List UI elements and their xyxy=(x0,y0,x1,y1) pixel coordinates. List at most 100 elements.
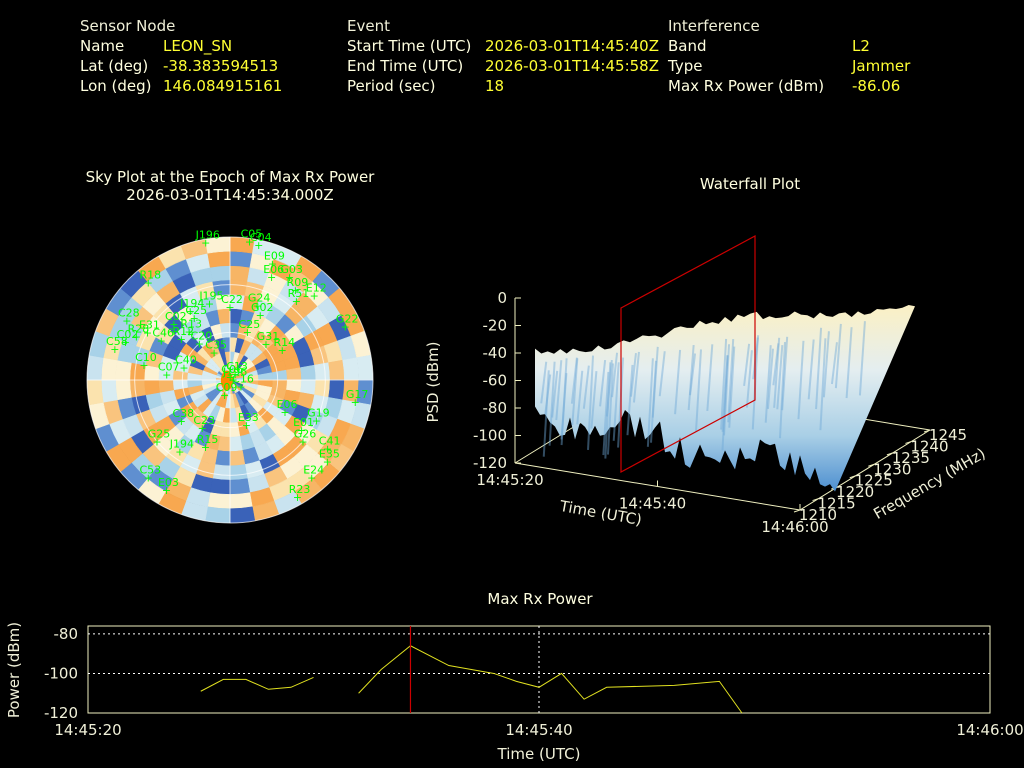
satellite-e12: +E12 xyxy=(306,282,327,303)
satellite-marker: + xyxy=(310,290,319,303)
satellite-marker: + xyxy=(341,320,350,333)
satellite-label: G25 xyxy=(148,427,171,440)
sensor-row-lat: Lat (deg) -38.383594513 xyxy=(80,56,282,76)
psd-surface-streak xyxy=(752,335,760,380)
sky-cell xyxy=(101,357,118,381)
satellite-marker: + xyxy=(268,258,277,271)
sky-cell xyxy=(129,379,146,398)
satellite-label: E06 xyxy=(263,263,284,276)
satellite-g22: +G22 xyxy=(336,312,359,333)
psd-surface-streak xyxy=(689,353,697,396)
psd-surface-streak xyxy=(651,346,659,418)
power-plot-frame xyxy=(87,625,991,714)
psd-surface-streak xyxy=(605,359,613,417)
sky-cell xyxy=(328,359,345,381)
satellite-label: C46 xyxy=(152,326,174,339)
satellite-label: C16 xyxy=(232,372,254,385)
satellite-label: J196 xyxy=(195,228,220,241)
sky-cell xyxy=(229,464,248,481)
psd-surface-streak xyxy=(706,344,714,412)
satellite-marker: + xyxy=(195,337,204,350)
sky-plot: +C06+C13+J196+C16+C09+C05+C04+J196+E09+E… xyxy=(86,228,374,524)
satellite-label: C02 xyxy=(165,310,187,323)
satellite-label: C23 xyxy=(193,414,215,427)
satellite-marker: + xyxy=(230,368,239,381)
psd-surface-streak xyxy=(797,340,805,420)
satellite-e01: +E01 xyxy=(293,416,314,437)
satellite-e31: +E31 xyxy=(139,318,160,339)
psd-surface-streak xyxy=(626,364,634,436)
psd-tick-label: -60 xyxy=(483,372,508,390)
value: L2 xyxy=(852,37,870,55)
power-title: Max Rx Power xyxy=(487,590,593,608)
interference-heading: Interference xyxy=(668,17,760,35)
satellite-c13: +C13 xyxy=(226,360,248,381)
satellite-c25: +C25 xyxy=(185,304,207,325)
satellite-marker: + xyxy=(210,346,219,359)
psd-surface-streak xyxy=(555,360,563,421)
psd-surface-streak xyxy=(560,373,568,440)
freq-tick-label: 1215 xyxy=(817,495,855,513)
psd-surface-streak xyxy=(822,331,830,398)
max-epoch-plane xyxy=(620,234,756,474)
satellite-marker: + xyxy=(280,406,289,419)
satellite-marker: + xyxy=(179,362,188,375)
satellite-label: J194 xyxy=(169,438,194,451)
satellite-e24: +E24 xyxy=(303,463,324,484)
satellite-g17: +G17 xyxy=(346,388,369,409)
label: Period (sec) xyxy=(347,77,436,95)
sky-cell xyxy=(286,367,302,381)
satellite-c22: +C22 xyxy=(221,293,243,314)
value: 2026-03-01T14:45:58Z xyxy=(485,57,659,75)
satellite-e35: +E35 xyxy=(319,448,340,469)
satellite-label: R18 xyxy=(139,269,161,282)
satellite-label: R51 xyxy=(288,287,310,300)
satellite-r13: +R13 xyxy=(180,317,202,338)
satellite-marker: + xyxy=(139,359,148,372)
satellite-label: J196 xyxy=(222,365,247,378)
power-series-segment-1 xyxy=(358,645,743,714)
satellite-label: E33 xyxy=(238,411,259,424)
satellite-label: C10 xyxy=(135,351,157,364)
psd-surface-streak xyxy=(721,355,729,451)
satellite-label: C13 xyxy=(226,360,248,373)
satellite-marker: + xyxy=(256,309,265,322)
psd-axis-title: PSD (dBm) xyxy=(424,341,442,422)
satellite-label: G17 xyxy=(346,388,369,401)
psd-tick-label: -100 xyxy=(473,427,507,445)
freq-tick xyxy=(905,440,912,444)
satellite-marker: + xyxy=(177,415,186,428)
satellite-label: C22 xyxy=(221,293,243,306)
psd-surface-streak xyxy=(781,336,789,411)
satellite-label: E24 xyxy=(303,463,324,476)
satellite-label: C28 xyxy=(118,306,140,319)
freq-axis xyxy=(799,429,931,511)
satellite-marker: + xyxy=(186,305,195,318)
psd-surface-streak xyxy=(815,327,823,410)
satellite-c25: +C25 xyxy=(239,318,261,339)
satellite-j195: +J195 xyxy=(198,289,223,310)
psd-surface-streak xyxy=(745,350,753,408)
satellite-marker: + xyxy=(323,442,332,455)
satellite-label: G24 xyxy=(248,291,271,304)
satellite-marker: + xyxy=(226,371,235,384)
psd-tick-label: -80 xyxy=(483,399,508,417)
sensor-heading: Sensor Node xyxy=(80,17,176,35)
satellite-marker: + xyxy=(323,456,332,469)
sky-cell xyxy=(158,379,174,393)
event-heading: Event xyxy=(347,17,390,35)
time-tick-label: 14:46:00 xyxy=(761,518,828,536)
satellite-j196: +J196 xyxy=(195,228,220,249)
psd-surface-streak xyxy=(858,321,866,396)
label: Type xyxy=(668,57,703,75)
satellite-label: E09 xyxy=(264,250,285,263)
psd-surface-streak xyxy=(602,371,610,456)
satellite-g26: +G26 xyxy=(294,427,317,448)
sky-cell xyxy=(204,506,231,523)
satellite-label: C25 xyxy=(239,318,261,331)
satellite-label: E03 xyxy=(158,476,179,489)
interference-info: Interference Band L2 Type Jammer Max Rx Po… xyxy=(668,16,910,96)
satellite-marker: + xyxy=(169,318,178,331)
freq-tick xyxy=(793,509,801,513)
